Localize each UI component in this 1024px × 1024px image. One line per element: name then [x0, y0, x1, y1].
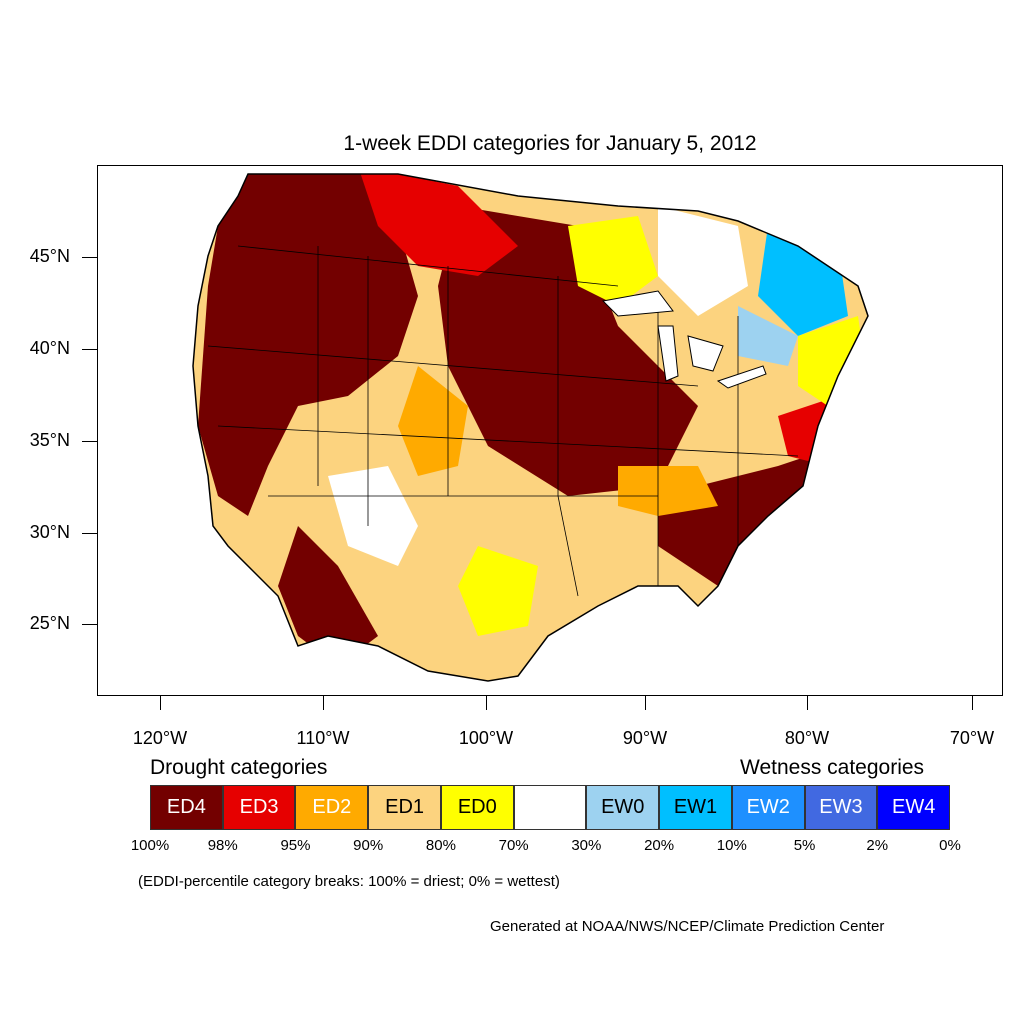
- great-lakes: [601, 290, 767, 389]
- percent-label: 0%: [939, 837, 961, 854]
- y-tick: [82, 441, 97, 442]
- drought-heading: Drought categories: [150, 756, 328, 779]
- y-label: 45°N: [29, 246, 70, 266]
- legend-swatch: EW1: [659, 785, 732, 830]
- percent-label: 10%: [716, 837, 747, 854]
- eddi-map: [192, 173, 869, 682]
- legend-swatch: ED0: [440, 785, 514, 830]
- y-label: 25°N: [29, 613, 70, 633]
- x-label: 80°W: [784, 728, 830, 748]
- x-label: 90°W: [622, 728, 668, 748]
- legend-swatch: EW2: [731, 785, 805, 830]
- x-label: 110°W: [296, 728, 350, 748]
- y-tick: [82, 624, 97, 625]
- wetness-heading: Wetness categories: [740, 756, 925, 779]
- x-label: 120°W: [132, 728, 188, 748]
- legend-swatch: ED2: [295, 785, 369, 830]
- percent-label: 95%: [280, 837, 311, 854]
- legend-swatch: ED1: [368, 785, 441, 830]
- legend-swatch: [513, 785, 587, 830]
- legend-swatch: ED3: [222, 785, 296, 830]
- x-tick: [486, 696, 487, 710]
- x-label: 70°W: [949, 728, 995, 748]
- map-frame: [97, 165, 1003, 696]
- legend-swatch: ED4: [150, 785, 223, 830]
- x-tick: [323, 696, 324, 710]
- y-label: 35°N: [29, 430, 70, 450]
- category-note: (EDDI-percentile category breaks: 100% =…: [138, 873, 560, 890]
- x-tick: [807, 696, 808, 710]
- percent-label: 98%: [207, 837, 238, 854]
- x-label: 100°W: [458, 728, 514, 748]
- percent-label: 90%: [353, 837, 384, 854]
- y-tick: [82, 257, 97, 258]
- percent-label: 80%: [425, 837, 456, 854]
- legend-swatch: EW4: [877, 785, 951, 830]
- legend-swatch: EW0: [586, 785, 660, 830]
- percent-label: 70%: [498, 837, 529, 854]
- y-label: 30°N: [29, 522, 70, 542]
- percent-label: 100%: [130, 837, 170, 854]
- legend-bar: ED4 ED3 ED2 ED1 ED0 EW0 EW1 EW2 EW3 EW4: [150, 785, 951, 830]
- y-tick: [82, 349, 97, 350]
- map-title: 1-week EDDI categories for January 5, 20…: [343, 132, 757, 155]
- x-tick: [972, 696, 973, 710]
- credit-text: Generated at NOAA/NWS/NCEP/Climate Predi…: [490, 918, 885, 935]
- y-tick: [82, 533, 97, 534]
- drought-field: [193, 174, 868, 681]
- state-boundaries: [207, 245, 799, 597]
- percent-label: 5%: [793, 837, 816, 854]
- legend-swatch: EW3: [804, 785, 878, 830]
- percent-label: 2%: [866, 837, 889, 854]
- x-tick: [160, 696, 161, 710]
- y-label: 40°N: [29, 338, 70, 358]
- percent-label: 20%: [644, 837, 675, 854]
- x-tick: [645, 696, 646, 710]
- percent-label: 30%: [571, 837, 602, 854]
